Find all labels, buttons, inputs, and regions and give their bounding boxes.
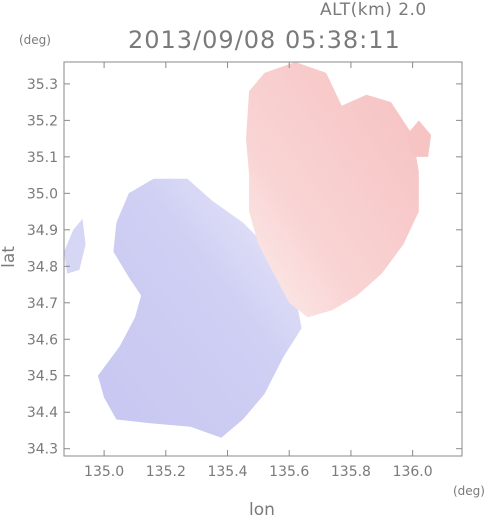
velocity-field: [64, 62, 432, 438]
y-tick-label: 35.0: [27, 186, 58, 202]
y-tick-label: 34.8: [27, 259, 58, 275]
x-tick-label: 135.2: [146, 464, 186, 480]
y-axis-ticks: 34.3 34.4 34.5 34.6 34.7 34.8 34.9 35.0 35.1 35.2…: [27, 77, 462, 458]
region-approaching-west-patch: [64, 218, 86, 274]
region-receding: [246, 62, 419, 318]
y-tick-label: 34.6: [27, 332, 58, 348]
region-approaching: [97, 178, 302, 438]
y-tick-label: 34.5: [27, 369, 58, 385]
y-tick-label: 35.2: [27, 113, 58, 129]
y-axis-unit: (deg): [19, 33, 51, 47]
y-tick-label: 35.1: [27, 150, 58, 166]
x-tick-label: 135.6: [269, 464, 309, 480]
x-axis-unit: (deg): [453, 484, 485, 498]
altitude-label: ALT(km) 2.0: [320, 0, 427, 20]
y-tick-label: 35.3: [27, 77, 58, 93]
y-tick-label: 34.7: [27, 296, 58, 312]
x-axis-label: lon: [249, 500, 275, 520]
chart-title-timestamp: 2013/09/08 05:38:11: [128, 26, 401, 54]
x-axis-ticks: 135.0 135.2 135.4 135.6 135.8 136.0: [84, 62, 433, 480]
y-tick-label: 34.9: [27, 223, 58, 239]
x-tick-label: 135.4: [207, 464, 247, 480]
x-tick-label: 136.0: [393, 464, 433, 480]
plot-frame: [63, 61, 463, 457]
region-receding-east-patch: [406, 120, 432, 157]
x-tick-label: 135.8: [331, 464, 371, 480]
y-tick-label: 34.4: [27, 405, 58, 421]
y-tick-label: 34.3: [27, 442, 58, 458]
x-tick-label: 135.0: [84, 464, 124, 480]
